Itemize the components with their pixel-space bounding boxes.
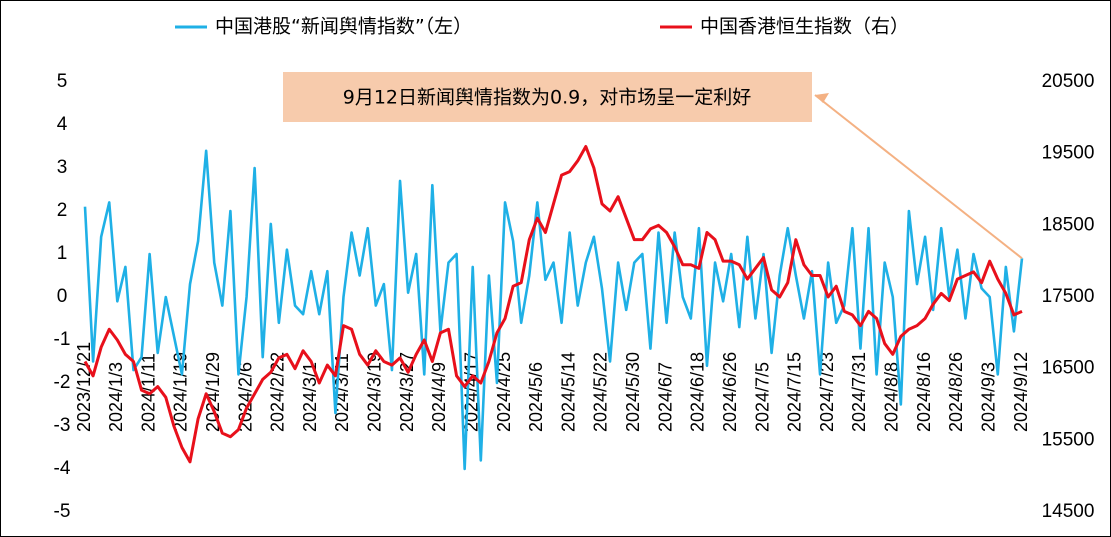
x-tick-label: 2024/9/12 [1011,352,1031,432]
annotation-box [283,72,812,122]
x-tick-label: 2024/6/26 [720,352,740,432]
x-tick-label: 2024/4/9 [429,362,449,432]
y-tick-label: 3 [57,157,68,178]
x-tick-label: 2024/8/16 [914,352,934,432]
x-tick-label: 2024/5/6 [526,362,546,432]
y2-tick-label: 19500 [1042,143,1095,164]
x-tick-label: 2024/5/30 [623,352,643,432]
x-tick-label: 2024/3/27 [397,352,417,432]
series-line [83,149,1024,471]
y-tick-label: -3 [54,415,71,436]
x-tick-label: 2024/8/26 [946,352,966,432]
y-tick-label: 4 [57,114,68,135]
x-tick-label: 2024/7/15 [785,352,805,432]
x-tick-label: 2024/7/31 [849,352,869,432]
x-tick-label: 2024/7/5 [752,362,772,432]
x-tick-label: 2024/8/8 [882,362,902,432]
x-tick-label: 2024/9/3 [978,362,998,432]
y-tick-label: -2 [54,372,71,393]
y2-tick-label: 18500 [1042,214,1095,235]
x-tick-label: 2024/5/14 [558,352,578,432]
x-tick-label: 2024/6/18 [688,352,708,432]
legend-label: 中国香港恒生指数（右） [700,16,909,38]
y-tick-label: 2 [57,200,68,221]
series-line [83,145,1023,464]
x-tick-label: 2023/12/21 [74,342,94,432]
x-tick-label: 2024/4/25 [494,352,514,432]
y-tick-label: -1 [54,329,71,350]
x-tick-label: 2024/6/7 [655,362,675,432]
y2-tick-label: 17500 [1042,286,1095,307]
y-tick-label: 5 [57,71,68,92]
y2-tick-label: 15500 [1042,429,1095,450]
annotation-arrowhead [815,93,829,103]
annotation: 9月12日新闻舆情指数为0.9，对市场呈一定利好 [343,87,751,109]
y2-tick-label: 16500 [1042,358,1095,379]
x-tick-label: 2024/7/23 [817,352,837,432]
y2-tick-label: 20500 [1042,71,1095,92]
y2-tick-label: 14500 [1042,501,1095,522]
y-tick-label: -5 [54,501,71,522]
legend: 中国港股“新闻舆情指数”（左） 中国香港恒生指数（右） [175,16,909,38]
y-tick-label: 1 [57,243,68,264]
x-tick-label: 2024/2/6 [235,362,255,432]
x-tick-label: 2024/1/3 [106,362,126,432]
x-tick-label: 2024/5/22 [591,352,611,432]
x-tick-label: 2024/2/22 [268,352,288,432]
x-tick-label: 2024/1/19 [171,352,191,432]
legend-label: 中国港股“新闻舆情指数”（左） [215,16,472,38]
x-tick-label: 2024/3/19 [365,352,385,432]
y-tick-label: -4 [54,458,71,479]
x-tick-label: 2024/3/1 [300,362,320,432]
annotation-arrow [814,94,1023,260]
y-tick-label: 0 [57,286,68,307]
x-tick-label: 2024/1/29 [203,352,223,432]
